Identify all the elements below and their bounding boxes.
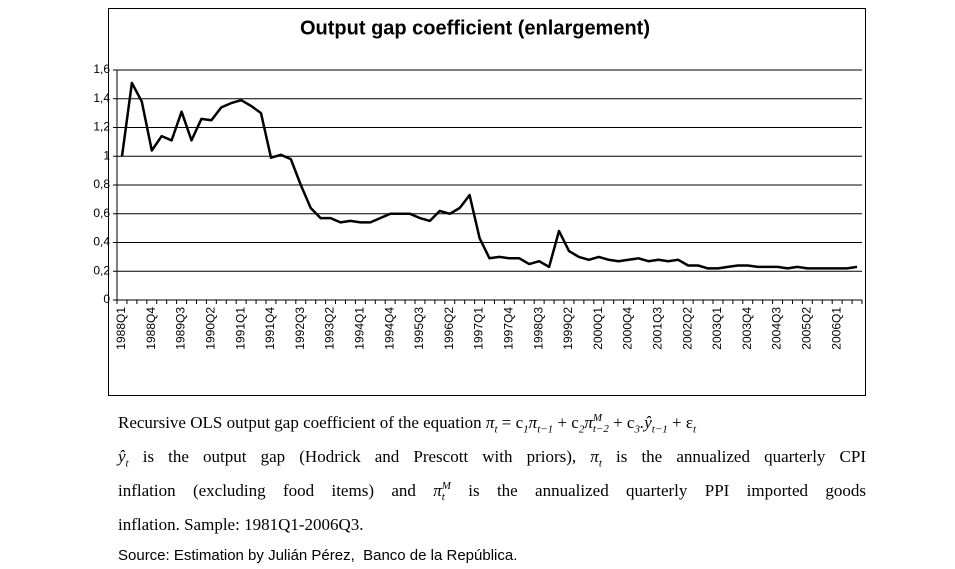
subscript: t	[441, 491, 445, 504]
y-tick-label: 1,2	[93, 120, 110, 134]
x-tick-label: 1993Q2	[323, 307, 337, 350]
subscript: 2	[578, 423, 585, 436]
x-tick-label: 2003Q1	[710, 307, 724, 350]
math: ŷt	[118, 447, 129, 470]
math: t	[692, 413, 697, 436]
math: πt−1	[528, 413, 554, 436]
x-tick-label: 1988Q1	[114, 307, 128, 350]
source-note: Source: Estimation by Julián Pérez, Banc…	[118, 547, 518, 564]
math-symbol: .ŷ	[639, 413, 652, 432]
x-tick-label: 1991Q4	[263, 307, 277, 350]
line-series	[120, 81, 858, 270]
math: πM t−2	[584, 413, 609, 435]
caption-line: ŷt is the output gap (Hodrick and Presco…	[118, 442, 866, 476]
subscript: t	[494, 423, 498, 436]
x-tick-label: 1999Q2	[561, 307, 575, 350]
x-tick-label: 1992Q3	[293, 307, 307, 350]
caption-text: is the output gap (Hodrick and Prescott …	[128, 447, 591, 466]
math-symbol: π	[485, 413, 495, 432]
x-tick-label: 1988Q4	[144, 307, 158, 350]
subscript: t	[598, 457, 602, 470]
caption: Recursive OLS output gap coefficient of …	[118, 408, 866, 568]
subscript: 1	[523, 423, 529, 436]
superscript: M	[441, 480, 451, 493]
caption-text: + c	[608, 413, 635, 432]
math: πt	[590, 447, 602, 470]
caption-text: + ε	[667, 413, 693, 432]
caption-line: inflation (excluding food items) and πM t…	[118, 476, 866, 510]
x-tick-label: 1998Q3	[531, 307, 545, 350]
caption-line: Recursive OLS output gap coefficient of …	[118, 408, 866, 442]
x-tick-label: 2000Q4	[621, 307, 635, 350]
math-symbol: ŷ	[118, 447, 126, 466]
math-symbol: π	[590, 447, 599, 466]
math: .ŷt−1	[639, 413, 668, 436]
x-tick-label: 2006Q1	[829, 307, 843, 350]
x-tick-label: 1990Q2	[204, 307, 218, 350]
math: πt	[485, 413, 498, 436]
subscript: t	[692, 423, 697, 436]
subscript: t−1	[651, 423, 668, 436]
x-tick-label: 1994Q1	[353, 307, 367, 350]
math: 2	[578, 413, 585, 436]
x-tick-label: 2005Q2	[800, 307, 814, 350]
math-symbol: π	[433, 481, 442, 500]
subscript: t−2	[592, 423, 609, 436]
math: 3	[634, 413, 640, 436]
y-tick-label: 0,4	[93, 235, 110, 249]
y-tick-label: 0,6	[93, 206, 110, 220]
x-tick-label: 1996Q2	[442, 307, 456, 350]
x-tick-label: 1995Q3	[412, 307, 426, 350]
superscript: M	[592, 412, 603, 425]
y-tick-label: 0	[103, 292, 110, 306]
chart-frame	[108, 8, 866, 396]
x-tick-label: 1997Q1	[472, 307, 486, 350]
math: 1	[523, 413, 529, 436]
x-tick-label: 2004Q3	[770, 307, 784, 350]
caption-text: = c	[497, 413, 524, 432]
caption-text: + c	[553, 413, 579, 432]
x-tick-label: 2001Q3	[651, 307, 665, 350]
y-tick-label: 0,2	[93, 263, 110, 277]
x-tick-label: 2000Q1	[591, 307, 605, 350]
caption-text: inflation (excluding food items) and	[118, 481, 434, 500]
caption-text: Recursive OLS output gap coefficient of …	[118, 413, 486, 432]
caption-text: is the annualized quarterly CPI	[601, 447, 866, 466]
y-tick-label: 1,6	[93, 62, 110, 76]
chart-title: Output gap coefficient (enlargement)	[300, 17, 650, 39]
caption-text: inflation. Sample: 1981Q1-2006Q3.	[118, 515, 364, 534]
subscript: t−1	[537, 423, 554, 436]
math: πM t	[433, 481, 451, 503]
math-symbol: π	[528, 413, 538, 432]
y-tick-label: 1,4	[93, 91, 110, 105]
x-tick-label: 1997Q4	[502, 307, 516, 350]
math-symbol: π	[584, 413, 593, 432]
subscript: t	[125, 457, 129, 470]
y-tick-label: 1	[103, 148, 110, 162]
caption-line: inflation. Sample: 1981Q1-2006Q3.	[118, 510, 866, 544]
x-tick-label: 1994Q4	[382, 307, 396, 350]
subscript: 3	[634, 423, 640, 436]
x-tick-label: 1989Q3	[174, 307, 188, 350]
x-tick-label: 1991Q1	[233, 307, 247, 350]
y-tick-label: 0,8	[93, 177, 110, 191]
chart: Output gap coefficient (enlargement) 0 0,…	[93, 8, 866, 396]
caption-text: is the annualized quarterly PPI imported…	[450, 481, 866, 500]
x-tick-label: 2002Q2	[680, 307, 694, 350]
x-tick-label: 2003Q4	[740, 307, 754, 350]
